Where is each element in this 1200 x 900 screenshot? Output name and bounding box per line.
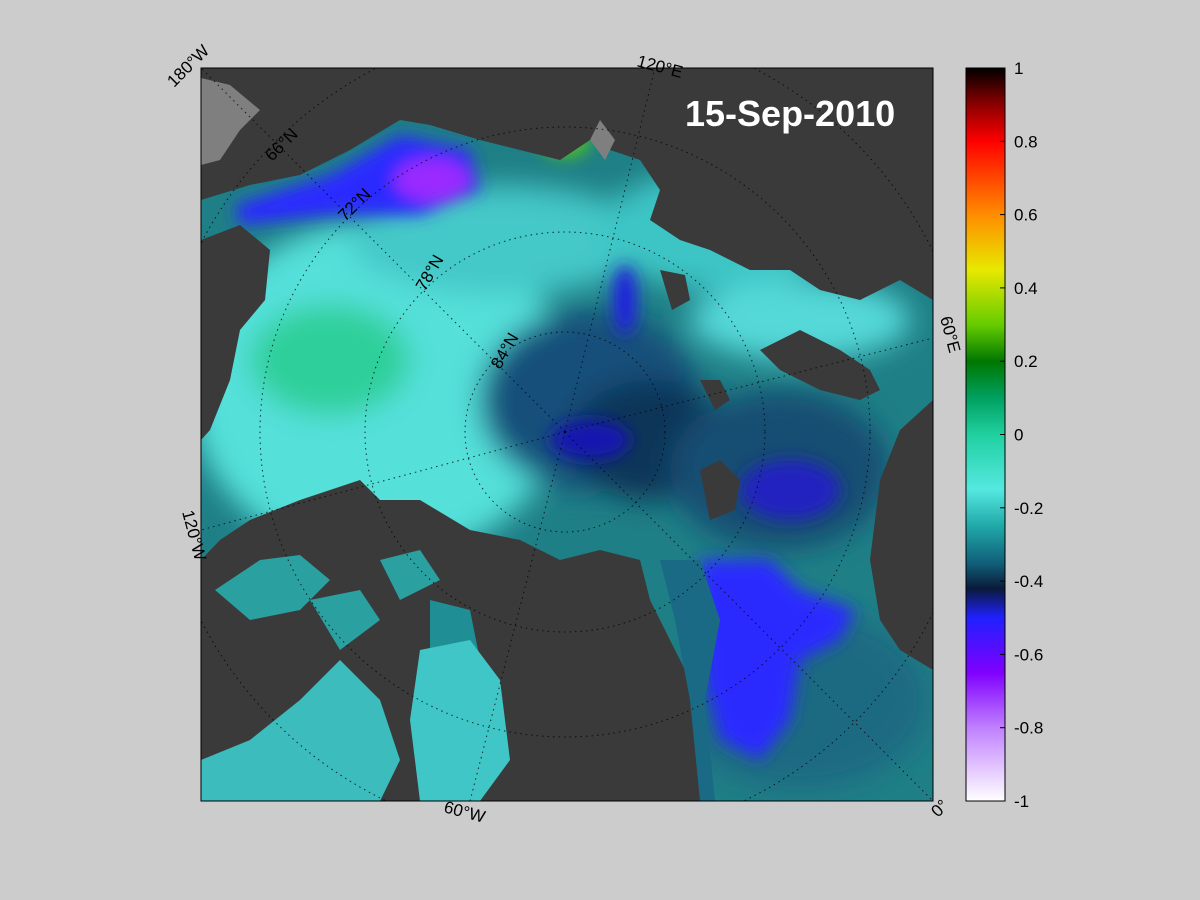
colorbar-scale — [965, 67, 1006, 802]
colorbar-ticks: 1 0.8 0.6 0.4 0.2 0 -0.2 -0.4 -0.6 -0.8 -1 — [1000, 59, 1043, 811]
anomaly-negative-patches — [235, 122, 855, 760]
colorbar-tick-label: 0.6 — [1014, 206, 1038, 225]
colorbar-tick-label: -0.6 — [1014, 645, 1043, 664]
colorbar-tick-label: -0.8 — [1014, 719, 1043, 738]
channels — [201, 550, 720, 801]
map-panel — [201, 68, 933, 801]
lon-label-60e: 60°E — [936, 314, 964, 355]
colorbar-tick-label: -0.2 — [1014, 499, 1043, 518]
lon-label-60w: 60°W — [442, 798, 487, 827]
colorbar-tick-label: 0 — [1014, 426, 1023, 445]
colorbar-tick-label: 0.2 — [1014, 352, 1038, 371]
date-label: 15-Sep-2010 — [685, 93, 895, 134]
colorbar-tick-label: -1 — [1014, 792, 1029, 811]
land-mask — [201, 78, 615, 165]
colorbar-tick-label: 1 — [1014, 59, 1023, 78]
map-frame — [200, 67, 934, 802]
colorbar-tick-label: -0.4 — [1014, 572, 1043, 591]
colorbar-tick-label: 0.4 — [1014, 279, 1038, 298]
graticule — [201, 68, 933, 801]
colorbar: 1 0.8 0.6 0.4 0.2 0 -0.2 -0.4 -0.6 -0.8 -1 — [965, 59, 1043, 811]
colorbar-tick-label: 0.8 — [1014, 132, 1038, 151]
